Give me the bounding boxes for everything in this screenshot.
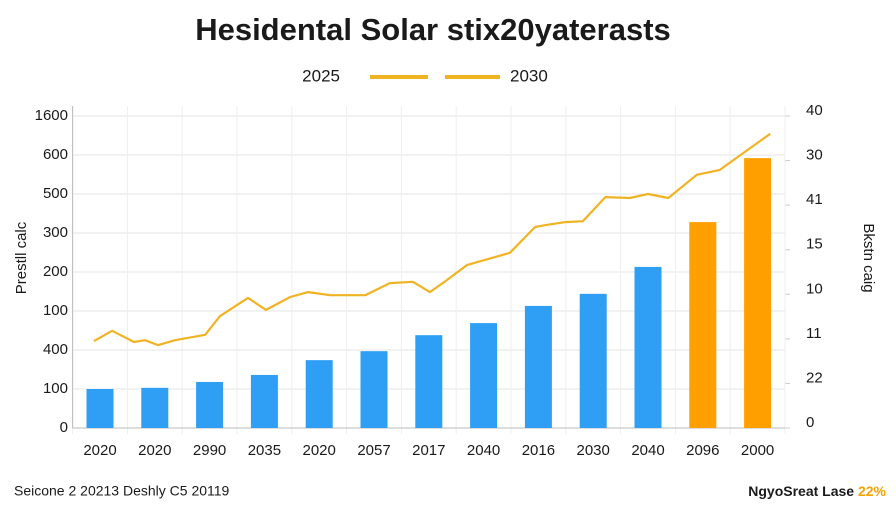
y2-tick-label: 41 [806, 191, 823, 208]
x-tick-label: 2057 [357, 442, 390, 459]
x-tick-label: 2020 [138, 442, 171, 459]
bar [196, 381, 224, 428]
x-tick-label: 2990 [193, 442, 226, 459]
bar [524, 305, 552, 428]
y-tick-label: 1600 [35, 107, 68, 124]
bar [634, 266, 662, 428]
y2-tick-label: 11 [806, 325, 822, 342]
y2-tick-label: 0 [806, 414, 814, 431]
legend-label: 2025 [302, 66, 340, 85]
y2-tick-label: 10 [806, 280, 823, 297]
x-tick-label: 2020 [83, 442, 116, 459]
line [93, 132, 771, 347]
bar [470, 323, 498, 428]
legend-label: 2030 [510, 66, 548, 85]
y-tick-label: 400 [43, 341, 68, 358]
bar [744, 158, 772, 428]
bar [141, 387, 169, 428]
x-tick-label: 2016 [522, 442, 555, 459]
y2-tick-label: 30 [806, 147, 823, 164]
y2-tick-label: 15 [806, 236, 823, 253]
x-tick-label: 2096 [686, 442, 719, 459]
x-tick-label: 2040 [631, 442, 664, 459]
x-tick-label: 2040 [467, 442, 500, 459]
bar [305, 360, 333, 428]
chart-title: Hesidental Solar stix20yaterasts [195, 12, 671, 47]
y2-tick-label: 40 [806, 102, 823, 119]
footer-text: NgyoSreat Lase [748, 483, 854, 499]
y-tick-label: 0 [60, 419, 68, 436]
y-axis-label: Prestll calc [13, 221, 30, 294]
y-tick-label: 200 [43, 263, 68, 280]
y-tick-label: 100 [43, 302, 68, 319]
bar [86, 389, 114, 428]
x-tick-label: 2020 [303, 442, 336, 459]
bar [689, 222, 717, 428]
bar [250, 374, 278, 428]
bar [579, 293, 607, 428]
footer-right: NgyoSreat Lase 22% [748, 483, 886, 499]
bar [360, 351, 388, 428]
x-tick-label: 2017 [412, 442, 445, 459]
y-tick-label: 600 [43, 146, 68, 163]
y2-tick-label: 22 [806, 369, 823, 386]
x-tick-label: 2000 [741, 442, 774, 459]
bar [415, 335, 443, 428]
y-tick-label: 500 [43, 185, 68, 202]
y-tick-label: 100 [43, 380, 68, 397]
y-tick-label: 300 [43, 224, 68, 241]
footer-value: 22% [858, 483, 887, 499]
footer-left: Seicone 2 20213 Deshly C5 20119 [14, 483, 230, 499]
x-tick-label: 2035 [248, 442, 281, 459]
y2-axis-label: Bkstn caig [860, 223, 877, 292]
x-tick-label: 2030 [577, 442, 610, 459]
